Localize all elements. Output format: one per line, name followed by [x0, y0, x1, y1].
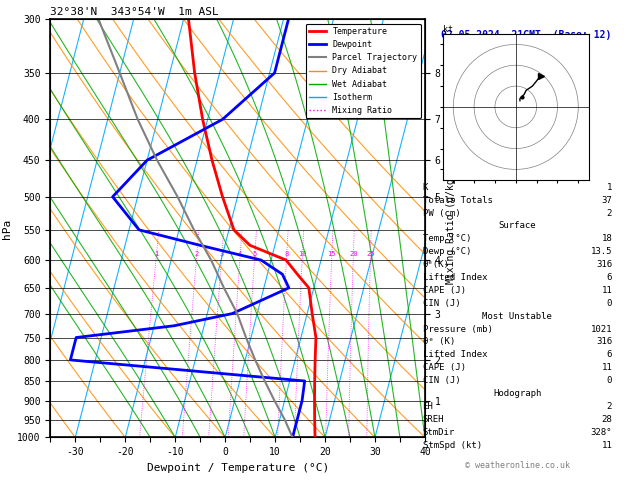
- Text: 02.05.2024  21GMT  (Base: 12): 02.05.2024 21GMT (Base: 12): [442, 30, 612, 40]
- X-axis label: Dewpoint / Temperature (°C): Dewpoint / Temperature (°C): [147, 463, 329, 473]
- Text: 316: 316: [596, 337, 612, 347]
- Text: EH: EH: [423, 402, 433, 411]
- Text: 25: 25: [366, 251, 375, 257]
- Text: Temp (°C): Temp (°C): [423, 234, 471, 243]
- Text: CIN (J): CIN (J): [423, 376, 460, 385]
- Text: 15: 15: [328, 251, 336, 257]
- Legend: Temperature, Dewpoint, Parcel Trajectory, Dry Adiabat, Wet Adiabat, Isotherm, Mi: Temperature, Dewpoint, Parcel Trajectory…: [306, 24, 421, 118]
- Text: Surface: Surface: [499, 222, 536, 230]
- Text: 0: 0: [607, 376, 612, 385]
- Text: Most Unstable: Most Unstable: [482, 312, 552, 321]
- Text: kt: kt: [443, 25, 453, 34]
- Text: 6: 6: [607, 350, 612, 359]
- Text: 5: 5: [253, 251, 257, 257]
- Text: StmSpd (kt): StmSpd (kt): [423, 441, 482, 450]
- Text: 1: 1: [607, 183, 612, 192]
- Text: 28: 28: [601, 415, 612, 424]
- Text: 1: 1: [154, 251, 159, 257]
- Text: Pressure (mb): Pressure (mb): [423, 325, 493, 333]
- Text: θᵉ (K): θᵉ (K): [423, 337, 455, 347]
- Text: SREH: SREH: [423, 415, 444, 424]
- Text: 3: 3: [220, 251, 224, 257]
- Text: 2: 2: [607, 402, 612, 411]
- Text: Dewp (°C): Dewp (°C): [423, 247, 471, 256]
- Text: Totals Totals: Totals Totals: [423, 196, 493, 205]
- Y-axis label: Mixing Ratio (g/kg): Mixing Ratio (g/kg): [446, 173, 456, 284]
- Text: Lifted Index: Lifted Index: [423, 273, 487, 282]
- Text: 4: 4: [238, 251, 242, 257]
- Text: © weatheronline.co.uk: © weatheronline.co.uk: [465, 461, 570, 470]
- Text: 11: 11: [601, 363, 612, 372]
- Text: 0: 0: [607, 299, 612, 308]
- Text: 1021: 1021: [591, 325, 612, 333]
- Text: 32°38'N  343°54'W  1m ASL: 32°38'N 343°54'W 1m ASL: [50, 7, 219, 17]
- Text: 13.5: 13.5: [591, 247, 612, 256]
- Text: 2: 2: [195, 251, 199, 257]
- Text: Lifted Index: Lifted Index: [423, 350, 487, 359]
- Text: Hodograph: Hodograph: [493, 389, 542, 398]
- Text: θᵉ(K): θᵉ(K): [423, 260, 449, 269]
- Text: 8: 8: [285, 251, 289, 257]
- Text: 11: 11: [601, 441, 612, 450]
- Text: 18: 18: [601, 234, 612, 243]
- Text: PW (cm): PW (cm): [423, 208, 460, 218]
- Text: StmDir: StmDir: [423, 428, 455, 437]
- Text: 2: 2: [607, 208, 612, 218]
- Text: 37: 37: [601, 196, 612, 205]
- Text: 10: 10: [298, 251, 307, 257]
- Text: 6: 6: [607, 273, 612, 282]
- Y-axis label: hPa: hPa: [1, 218, 11, 239]
- Text: 316: 316: [596, 260, 612, 269]
- Text: 328°: 328°: [591, 428, 612, 437]
- Text: 11: 11: [601, 286, 612, 295]
- Text: 20: 20: [349, 251, 358, 257]
- Text: CAPE (J): CAPE (J): [423, 286, 465, 295]
- Text: CIN (J): CIN (J): [423, 299, 460, 308]
- Text: CAPE (J): CAPE (J): [423, 363, 465, 372]
- Text: K: K: [423, 183, 428, 192]
